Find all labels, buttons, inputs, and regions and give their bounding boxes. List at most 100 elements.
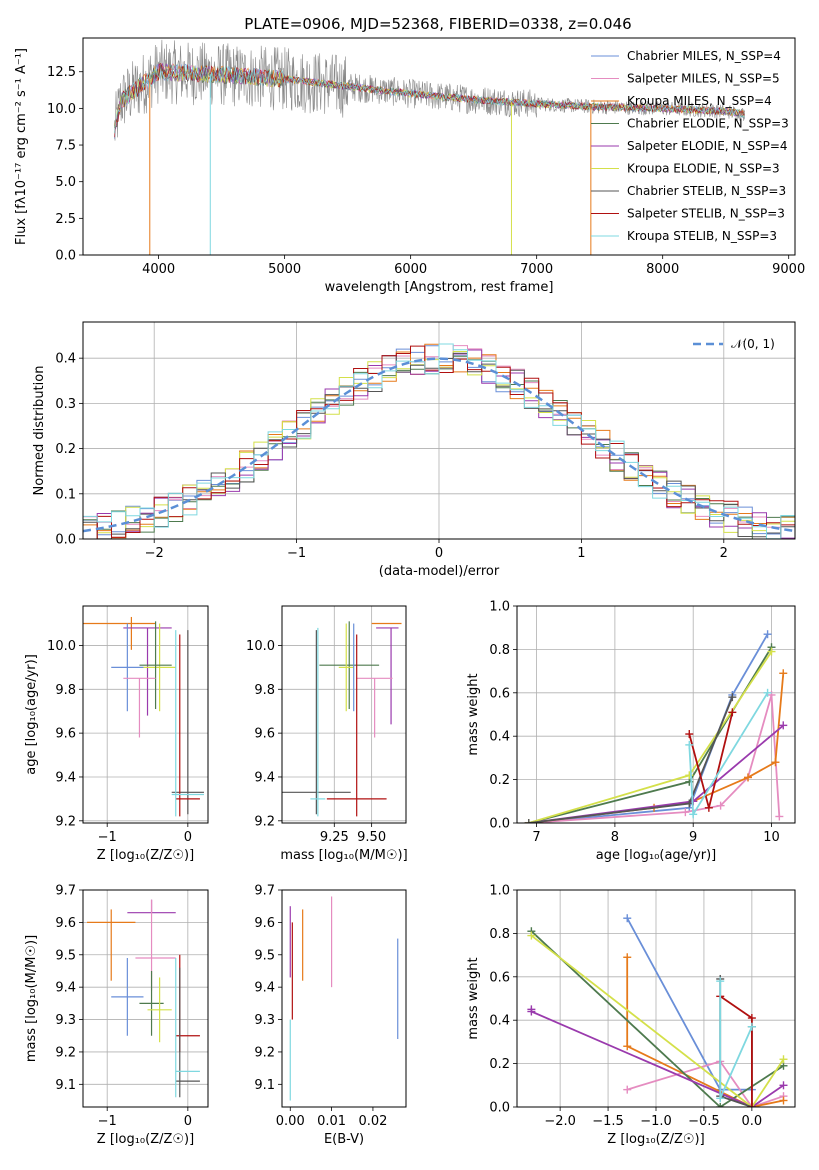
axes-frame bbox=[516, 889, 796, 1108]
plot-area bbox=[87, 899, 200, 1098]
x-tick-label: 5000 bbox=[268, 262, 301, 277]
x-tick-label: 6000 bbox=[394, 262, 427, 277]
y-tick-label: 10.0 bbox=[47, 102, 76, 117]
x-tick-label: −2.0 bbox=[544, 1114, 576, 1129]
spectrum-model-line bbox=[114, 63, 745, 134]
chart-mass-vs-z: −1 0 9.1 9.2 9.3 9.4 9.5 9.6 9.7 Z [log₁₀(Z/Z☉)] m… bbox=[24, 884, 209, 1147]
y-tick-label: 9.1 bbox=[254, 1078, 275, 1093]
plot-area bbox=[527, 914, 788, 1107]
axes-frame bbox=[516, 605, 796, 824]
x-tick-label: 0.01 bbox=[317, 1114, 346, 1129]
weight-line bbox=[528, 694, 781, 823]
x-tick-label: 2 bbox=[720, 546, 728, 561]
x-axis-label: wavelength [Angstrom, rest frame] bbox=[325, 280, 554, 295]
y-axis-label: mass weight bbox=[466, 673, 481, 755]
y-tick-label: 0.8 bbox=[489, 643, 510, 658]
y-tick-label: 0.2 bbox=[489, 1057, 510, 1072]
y-axis-label: mass [log₁₀(M/M☉)] bbox=[24, 935, 39, 1062]
chart-mass-weight-vs-age: 7 8 9 10 0.0 0.2 0.4 0.6 0.8 1.0 age [log₁₀(age/yr… bbox=[466, 600, 796, 863]
plot-area bbox=[524, 630, 788, 823]
legend-label: Salpeter MILES, N_SSP=5 bbox=[627, 72, 780, 86]
x-tick-label: 0.00 bbox=[276, 1114, 305, 1129]
y-tick-label: 9.5 bbox=[254, 948, 275, 963]
y-axis-label: Normed distribution bbox=[32, 366, 47, 496]
x-tick-label: 9000 bbox=[772, 262, 805, 277]
y-tick-label: 9.3 bbox=[254, 1013, 275, 1028]
x-tick-label: −1 bbox=[98, 1114, 117, 1129]
weight-line bbox=[626, 957, 784, 1107]
x-tick-label: −0.5 bbox=[688, 1114, 720, 1129]
weight-line bbox=[530, 930, 784, 1107]
y-tick-label: 0.0 bbox=[55, 249, 76, 264]
residual-histogram bbox=[83, 343, 795, 539]
x-tick-label: 9 bbox=[689, 830, 697, 845]
y-tick-label: 9.8 bbox=[55, 683, 76, 698]
weight-line bbox=[528, 646, 773, 823]
plot-area bbox=[114, 39, 745, 255]
plot-area bbox=[83, 616, 204, 817]
chart-age-vs-z: −1 0 9.2 9.4 9.6 9.8 10.0 Z [log₁₀(Z/Z☉)] age [l… bbox=[24, 605, 209, 863]
y-tick-label: 0.3 bbox=[55, 397, 76, 412]
x-tick-label: −1.5 bbox=[592, 1114, 624, 1129]
y-tick-label: 9.4 bbox=[55, 770, 76, 785]
weight-line bbox=[626, 1060, 784, 1107]
spectrum-model-line bbox=[114, 63, 745, 138]
axes-frame bbox=[281, 889, 407, 1108]
x-tick-label: −1 bbox=[98, 830, 117, 845]
y-tick-label: 9.7 bbox=[254, 884, 275, 899]
y-tick-label: 1.0 bbox=[489, 600, 510, 615]
legend-label: Chabrier STELIB, N_SSP=3 bbox=[627, 184, 786, 198]
y-tick-label: 0.6 bbox=[489, 970, 510, 985]
x-tick-label: 0 bbox=[184, 830, 192, 845]
y-tick-label: 0.1 bbox=[55, 487, 76, 502]
y-tick-label: 9.8 bbox=[254, 683, 275, 698]
y-tick-label: 9.6 bbox=[254, 727, 275, 742]
y-tick-label: 9.2 bbox=[55, 1045, 76, 1060]
x-tick-label: 0.0 bbox=[742, 1114, 763, 1129]
y-tick-label: 7.5 bbox=[55, 139, 76, 154]
x-axis-label: Z [log₁₀(Z/Z☉)] bbox=[607, 1132, 704, 1147]
y-tick-label: 9.4 bbox=[55, 981, 76, 996]
axes-frame bbox=[82, 889, 209, 1108]
y-tick-label: 12.5 bbox=[47, 65, 76, 80]
x-tick-label: 8000 bbox=[646, 262, 679, 277]
x-tick-label: 8 bbox=[611, 830, 619, 845]
y-tick-label: 9.1 bbox=[55, 1078, 76, 1093]
legend-label: Salpeter ELODIE, N_SSP=4 bbox=[627, 139, 788, 153]
x-tick-label: 4000 bbox=[142, 262, 175, 277]
x-axis-label: E(B-V) bbox=[324, 1132, 364, 1147]
axes-frame bbox=[281, 605, 407, 824]
x-tick-label: −1.0 bbox=[640, 1114, 672, 1129]
y-tick-label: 9.4 bbox=[254, 981, 275, 996]
x-axis-label: Z [log₁₀(Z/Z☉)] bbox=[97, 1132, 194, 1147]
y-tick-label: 0.0 bbox=[489, 817, 510, 832]
x-tick-label: 0 bbox=[184, 1114, 192, 1129]
y-tick-label: 10.0 bbox=[246, 639, 275, 654]
x-tick-label: 10 bbox=[763, 830, 780, 845]
x-tick-label: 7 bbox=[532, 830, 540, 845]
chart-spectrum: 4000 5000 6000 7000 8000 9000 0.0 2.5 5.0 7.5 10.0… bbox=[14, 37, 805, 295]
y-tick-label: 0.0 bbox=[55, 533, 76, 548]
legend-label: Salpeter STELIB, N_SSP=3 bbox=[627, 207, 785, 221]
weight-line bbox=[528, 673, 785, 823]
y-tick-label: 10.0 bbox=[47, 639, 76, 654]
x-axis-label: mass [log₁₀(M/M☉)] bbox=[280, 848, 407, 863]
chart-panels: 4000 5000 6000 7000 8000 90000.02.55.07.510.0… bbox=[14, 37, 805, 1147]
x-axis-label: Z [log₁₀(Z/Z☉)] bbox=[97, 848, 194, 863]
y-tick-label: 9.4 bbox=[254, 770, 275, 785]
y-tick-label: 0.4 bbox=[489, 730, 510, 745]
weight-line bbox=[530, 934, 785, 1107]
legend-label: Chabrier ELODIE, N_SSP=3 bbox=[627, 117, 789, 131]
y-tick-label: 9.6 bbox=[55, 916, 76, 931]
y-tick-label: 5.0 bbox=[55, 175, 76, 190]
axes-frame bbox=[82, 37, 796, 256]
gaussian-curve bbox=[83, 357, 795, 533]
spectrum-data-line bbox=[114, 39, 745, 141]
y-axis-label: mass weight bbox=[466, 957, 481, 1039]
legend-label: 𝒩(0, 1) bbox=[731, 337, 775, 351]
y-tick-label: 0.8 bbox=[489, 927, 510, 942]
y-tick-label: 1.0 bbox=[489, 884, 510, 899]
plot-area bbox=[282, 621, 402, 817]
x-tick-label: −1 bbox=[287, 546, 306, 561]
